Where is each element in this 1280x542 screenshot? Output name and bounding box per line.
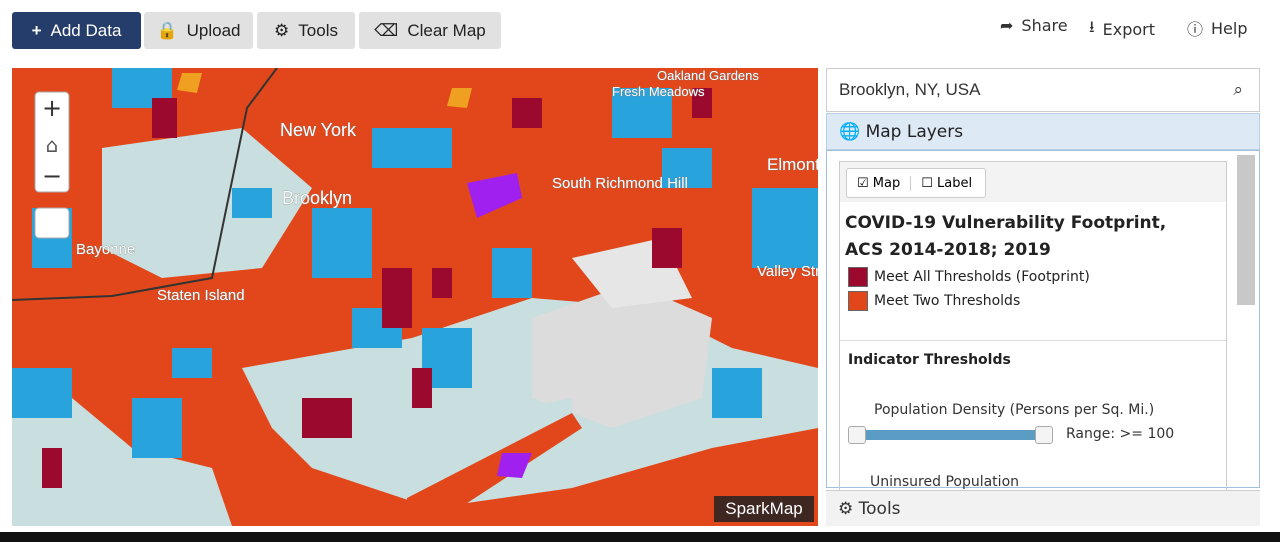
layer-title: COVID-19 Vulnerability Footprint, ACS 20…	[845, 213, 1167, 260]
footer-text: Tools	[858, 498, 901, 519]
map-label: Fresh Meadows	[612, 84, 705, 99]
tools-button[interactable]: ⚙ Tools	[257, 12, 355, 49]
button-label: Tools	[298, 20, 338, 40]
map[interactable]: Oakland Gardens Fresh Meadows New York B…	[12, 68, 818, 526]
map-label: New York	[280, 120, 357, 140]
layers-header[interactable]: 🌐 Map Layers	[826, 113, 1260, 150]
link-label: Help	[1211, 18, 1248, 38]
section-title: Indicator Thresholds	[848, 352, 1011, 368]
layer-card: ☑ Map ☐ Label COVID-19 Vulnerability Foo…	[839, 161, 1227, 491]
range-text: Range: >= 100	[1066, 426, 1175, 442]
button-label: Upload	[186, 20, 241, 40]
legend-label: Meet Two Thresholds	[874, 293, 1021, 309]
indicator-name: Uninsured Population	[870, 474, 1020, 490]
map-label: Elmont	[767, 155, 818, 174]
map-label: Bayonne	[76, 241, 135, 258]
legend-label: Meet All Thresholds (Footprint)	[874, 269, 1090, 285]
legend-item: Meet Two Thresholds	[848, 291, 1020, 311]
clear-map-button[interactable]: ⌫ Clear Map	[359, 12, 501, 49]
map-label: Staten Island	[157, 287, 245, 304]
share-link[interactable]: ➦ Share	[1000, 16, 1068, 35]
link-label: Export	[1102, 20, 1155, 39]
range-slider[interactable]	[856, 430, 1036, 440]
svg-text:+: +	[42, 94, 62, 122]
add-data-button[interactable]: + Add Data	[12, 12, 141, 49]
search-text: Brooklyn, NY, USA	[839, 80, 981, 99]
upload-button[interactable]: 🔒 Upload	[144, 12, 253, 49]
svg-text:−: −	[42, 162, 62, 190]
link-label: Share	[1021, 16, 1068, 35]
legend-item: Meet All Thresholds (Footprint)	[848, 267, 1090, 287]
map-tab[interactable]: ☑ Map	[847, 175, 912, 191]
header-text: Map Layers	[865, 121, 964, 142]
map-label: Oakland Gardens	[657, 68, 759, 83]
tools-footer[interactable]: ⚙ Tools	[826, 490, 1260, 526]
map-label: South Richmond Hill	[552, 175, 688, 192]
button-label: Clear Map	[407, 20, 486, 40]
svg-text:⌂: ⌂	[46, 133, 59, 157]
tab-label: Label	[937, 175, 973, 191]
layers-body: ☑ Map ☐ Label COVID-19 Vulnerability Foo…	[826, 150, 1260, 491]
tab-label: Map	[872, 175, 901, 191]
map-label: Brooklyn	[282, 188, 352, 208]
search-box[interactable]: Brooklyn, NY, USA ⌕	[826, 68, 1260, 112]
export-link[interactable]: ⭳ Export	[1089, 17, 1155, 39]
help-link[interactable]: ⓘ Help	[1187, 18, 1248, 40]
map-label: Valley Stream	[757, 263, 818, 280]
attribution: SparkMap	[725, 499, 802, 518]
indicator-name: Population Density (Persons per Sq. Mi.)	[874, 402, 1155, 418]
label-tab[interactable]: ☐ Label	[921, 175, 973, 191]
button-label: Add Data	[50, 20, 122, 40]
